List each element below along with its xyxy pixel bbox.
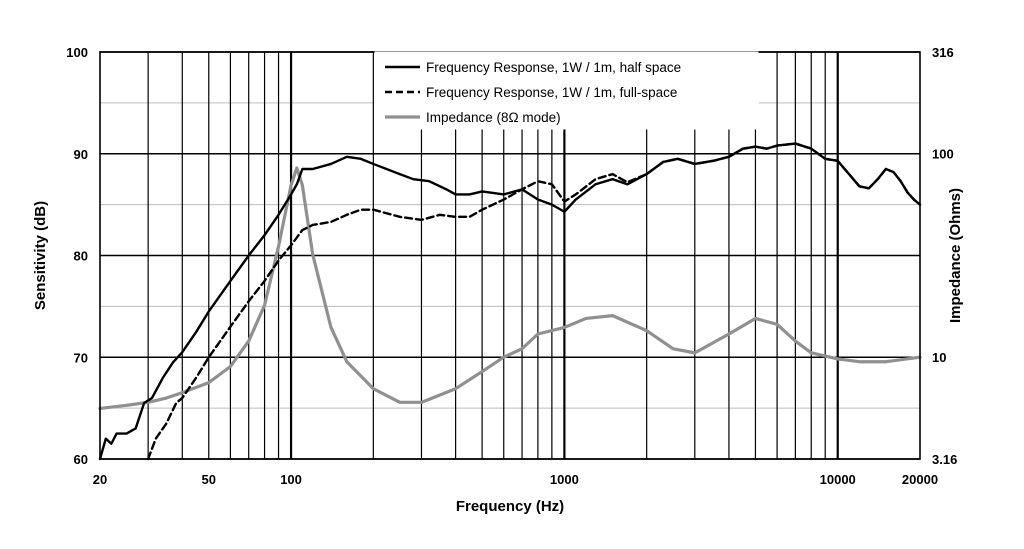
y2-tick-label: 316 [932, 45, 954, 60]
y-tick-label: 80 [74, 249, 88, 264]
series-line-0 [98, 142, 922, 461]
x-axis-title: Frequency (Hz) [456, 498, 564, 515]
y-tick-label: 70 [74, 350, 88, 365]
y-axis-title: Sensitivity (dB) [32, 201, 49, 310]
x-tick-label: 50 [202, 472, 216, 487]
y-tick-label: 100 [66, 45, 88, 60]
y2-tick-label: 3.16 [932, 452, 957, 467]
y-tick-labels: 60 70 80 90 100 [66, 45, 88, 467]
y-tick-label: 90 [74, 147, 88, 162]
legend-box [374, 51, 759, 130]
y2-tick-label: 10 [932, 350, 946, 365]
y2-tick-labels: 3.16 10 100 316 [932, 45, 957, 467]
series-line-2 [98, 166, 922, 411]
series-layer [98, 142, 922, 461]
y2-axis-title: Impedance (Ohms) [947, 188, 964, 323]
legend-label: Frequency Response, 1W / 1m, full-space [426, 85, 677, 100]
legend: Frequency Response, 1W / 1m, half space F… [374, 51, 759, 130]
x-tick-labels: 20 50 100 1000 10000 20000 [93, 472, 938, 487]
x-tick-label: 100 [280, 472, 302, 487]
legend-label: Impedance (8Ω mode) [426, 110, 561, 125]
x-tick-label: 1000 [550, 472, 579, 487]
legend-label: Frequency Response, 1W / 1m, half space [426, 60, 681, 75]
x-tick-label: 20 [93, 472, 107, 487]
x-tick-label: 10000 [820, 472, 856, 487]
y-tick-label: 60 [74, 452, 88, 467]
y2-tick-label: 100 [932, 147, 954, 162]
x-tick-label: 20000 [902, 472, 938, 487]
